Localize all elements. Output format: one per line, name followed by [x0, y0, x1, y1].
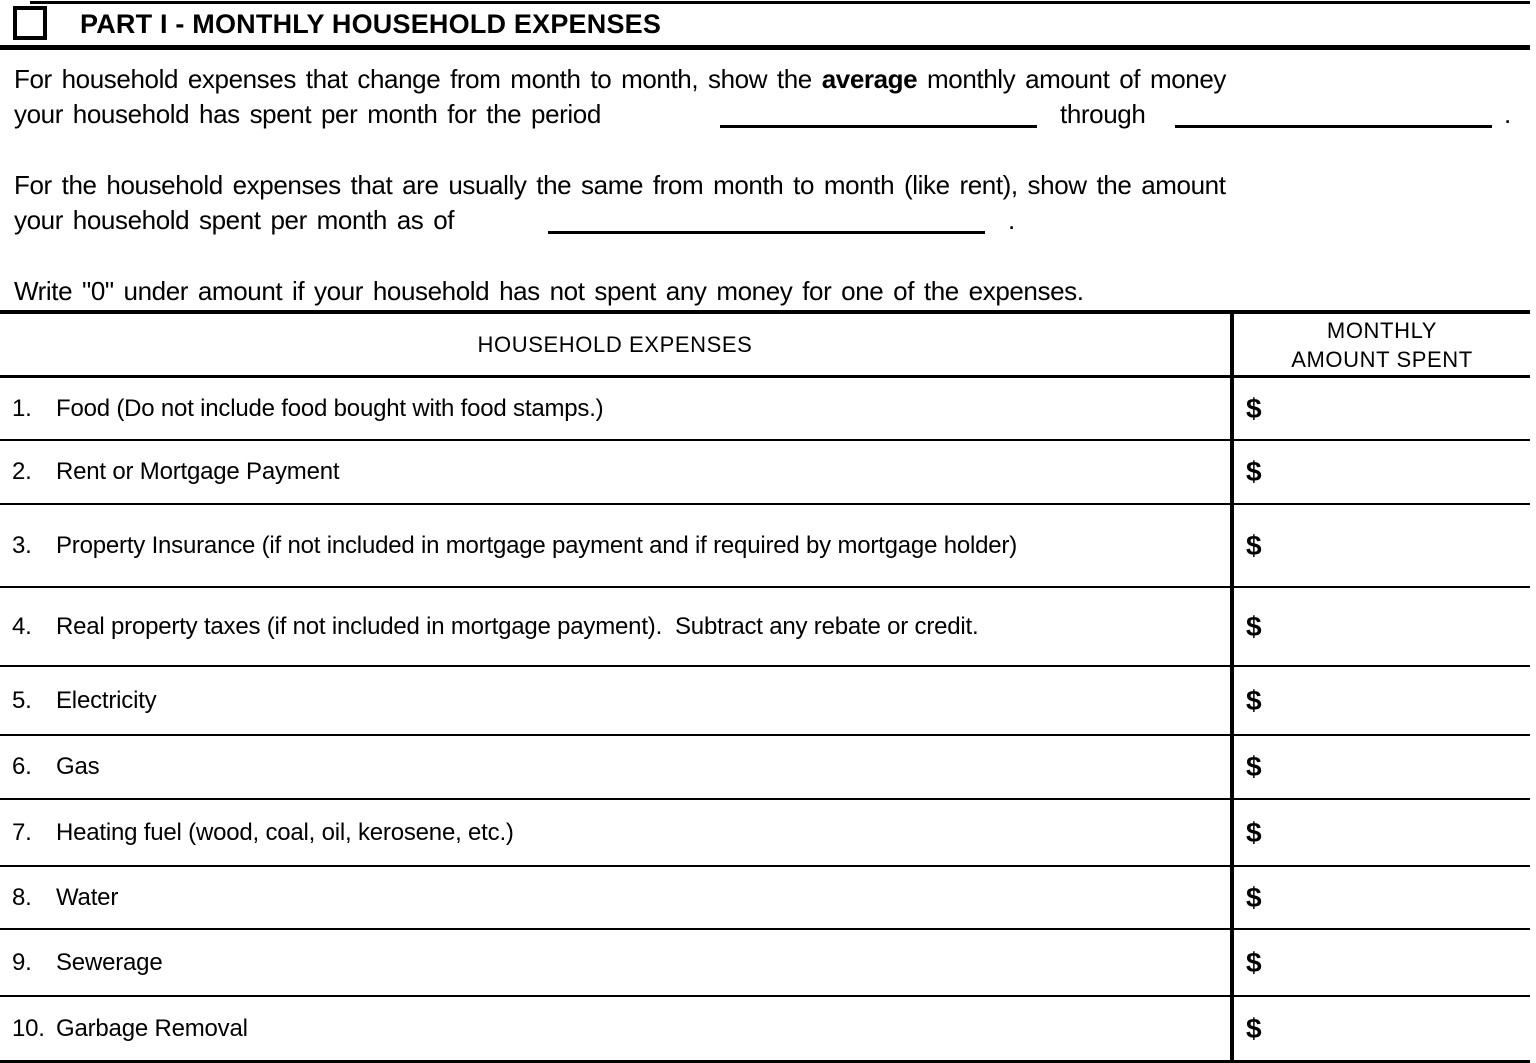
row-number: 4.: [12, 612, 32, 640]
dollar-sign: $: [1246, 1012, 1262, 1044]
p1-text-bold-average: average: [821, 64, 918, 94]
intro-paragraph-1-line-1: For household expenses that change from …: [14, 62, 1226, 96]
dollar-sign: $: [1246, 456, 1262, 487]
table-row-real-property-taxes: 4. Real property taxes (if not included i…: [0, 588, 1530, 667]
title-rule: [0, 45, 1530, 50]
table-row-garbage-removal: 10. Garbage Removal $: [0, 997, 1530, 1063]
amount-cell[interactable]: $: [1234, 800, 1530, 865]
amount-cell[interactable]: $: [1234, 378, 1530, 439]
row-number: 2.: [12, 458, 32, 485]
row-label: Water: [56, 883, 119, 911]
table-row-gas: 6. Gas $: [0, 736, 1530, 800]
row-number: 9.: [12, 948, 32, 976]
amount-cell[interactable]: $: [1234, 867, 1530, 928]
row-label: Rent or Mortgage Payment: [56, 458, 340, 485]
row-label: Food (Do not include food bought with fo…: [56, 394, 604, 422]
row-number: 1.: [12, 394, 32, 422]
row-label: Heating fuel (wood, coal, oil, kerosene,…: [56, 818, 514, 846]
p1-text-post: monthly amount of money: [917, 64, 1226, 94]
column-header-monthly-amount-spent: MONTHLY AMOUNT SPENT: [1234, 314, 1530, 375]
dollar-sign: $: [1246, 684, 1262, 716]
part-checkbox[interactable]: [13, 6, 47, 40]
amount-input-area[interactable]: [1262, 441, 1530, 503]
p1-end-period: .: [1504, 99, 1511, 129]
amount-cell[interactable]: $: [1234, 997, 1530, 1060]
p2-line2-text: your household spent per month as of: [14, 205, 455, 235]
table-row-sewerage: 9. Sewerage $: [0, 930, 1530, 997]
top-rule: [30, 1, 1530, 4]
row-label: Gas: [56, 753, 100, 780]
column-header-household-expenses: HOUSEHOLD EXPENSES: [0, 314, 1234, 375]
dollar-sign: $: [1246, 946, 1262, 978]
amount-input-area[interactable]: [1262, 800, 1530, 865]
p1-line2-text: your household has spent per month for t…: [14, 99, 601, 129]
amount-input-area[interactable]: [1262, 997, 1530, 1060]
row-number: 6.: [12, 753, 32, 780]
amount-cell[interactable]: $: [1234, 667, 1530, 734]
table-row-property-insurance: 3. Property Insurance (if not included in…: [0, 505, 1530, 588]
amount-input-area[interactable]: [1262, 667, 1530, 734]
dollar-sign: $: [1246, 881, 1262, 913]
intro-paragraph-2-line-1: For the household expenses that are usua…: [14, 170, 1226, 200]
row-number: 5.: [12, 686, 32, 714]
amount-cell[interactable]: $: [1234, 441, 1530, 503]
p2-end-period: .: [1008, 205, 1015, 235]
period-through-blank[interactable]: [1175, 97, 1492, 128]
table-header-row: HOUSEHOLD EXPENSES MONTHLY AMOUNT SPENT: [0, 314, 1530, 378]
amount-header-line1: MONTHLY: [1326, 317, 1438, 343]
dollar-sign: $: [1246, 529, 1262, 561]
table-row-water: 8. Water $: [0, 867, 1530, 930]
table-row-rent-or-mortgage: 2. Rent or Mortgage Payment $: [0, 441, 1530, 505]
period-from-blank[interactable]: [720, 97, 1037, 128]
table-row-food: 1. Food (Do not include food bought with …: [0, 378, 1530, 441]
amount-cell[interactable]: $: [1234, 505, 1530, 586]
p1-through-text: through: [1060, 99, 1146, 129]
amount-cell[interactable]: $: [1234, 930, 1530, 995]
intro-paragraph-1-line-2: your household has spent per month for t…: [14, 97, 1536, 135]
row-label: Property Insurance (if not included in m…: [56, 531, 1018, 559]
row-label: Electricity: [56, 686, 157, 714]
amount-input-area[interactable]: [1262, 378, 1530, 439]
dollar-sign: $: [1246, 392, 1262, 424]
dollar-sign: $: [1246, 751, 1262, 782]
dollar-sign: $: [1246, 816, 1262, 848]
as-of-date-blank[interactable]: [548, 203, 985, 234]
amount-input-area[interactable]: [1262, 736, 1530, 798]
dollar-sign: $: [1246, 610, 1262, 642]
amount-input-area[interactable]: [1262, 930, 1530, 995]
amount-cell[interactable]: $: [1234, 736, 1530, 798]
row-label: Sewerage: [56, 948, 163, 976]
table-row-heating-fuel: 7. Heating fuel (wood, coal, oil, kerosen…: [0, 800, 1530, 867]
amount-header-line2: AMOUNT SPENT: [1291, 346, 1473, 372]
row-number: 7.: [12, 818, 32, 846]
row-number: 3.: [12, 531, 32, 559]
amount-cell[interactable]: $: [1234, 588, 1530, 665]
intro-paragraph-2-line-2: your household spent per month as of .: [14, 203, 1536, 241]
row-label: Real property taxes (if not included in …: [56, 612, 979, 640]
expenses-table: HOUSEHOLD EXPENSES MONTHLY AMOUNT SPENT …: [0, 310, 1530, 1063]
row-number: 10.: [12, 1014, 45, 1042]
page-title: PART I - MONTHLY HOUSEHOLD EXPENSES: [80, 9, 662, 39]
p1-text-pre: For household expenses that change from …: [14, 64, 822, 94]
table-row-electricity: 5. Electricity $: [0, 667, 1530, 736]
row-number: 8.: [12, 883, 32, 911]
amount-input-area[interactable]: [1262, 867, 1530, 928]
amount-input-area[interactable]: [1262, 588, 1530, 665]
row-label: Garbage Removal: [56, 1014, 248, 1042]
amount-input-area[interactable]: [1262, 505, 1530, 586]
intro-paragraph-3: Write "0" under amount if your household…: [14, 276, 1084, 306]
